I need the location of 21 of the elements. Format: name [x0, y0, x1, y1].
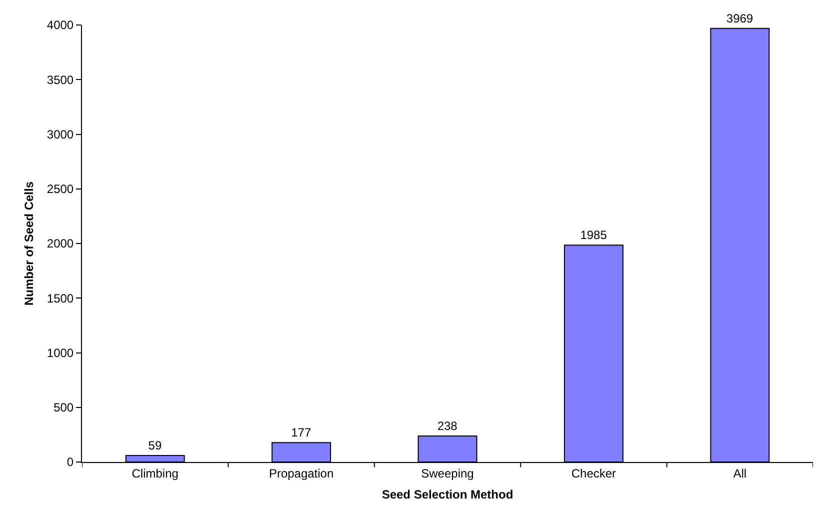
x-tick-label: Checker [571, 466, 616, 480]
data-label: 59 [148, 438, 162, 453]
data-label: 1985 [580, 228, 608, 242]
y-tick-label: 0 [66, 455, 74, 470]
x-tick-label: Propagation [268, 466, 334, 480]
y-tick-label: 1000 [46, 346, 74, 360]
x-axis-title: Seed Selection Method [382, 487, 514, 502]
y-tick-label: 500 [54, 400, 74, 415]
y-axis-title: Number of Seed Cells [22, 181, 36, 306]
y-tick-label: 3500 [46, 72, 74, 87]
x-tick-label: Sweeping [421, 466, 474, 480]
y-tick-label: 2000 [46, 236, 74, 251]
y-tick-label: 2500 [46, 182, 74, 196]
x-tick-label: Climbing [132, 466, 178, 480]
y-tick-label: 1500 [46, 291, 74, 306]
data-label: 3969 [726, 11, 754, 26]
y-tick-label: 4000 [46, 18, 74, 32]
data-label: 177 [291, 426, 312, 440]
x-tick-label: All [733, 466, 747, 480]
y-tick-label: 3000 [46, 127, 74, 142]
data-label: 238 [437, 419, 458, 433]
